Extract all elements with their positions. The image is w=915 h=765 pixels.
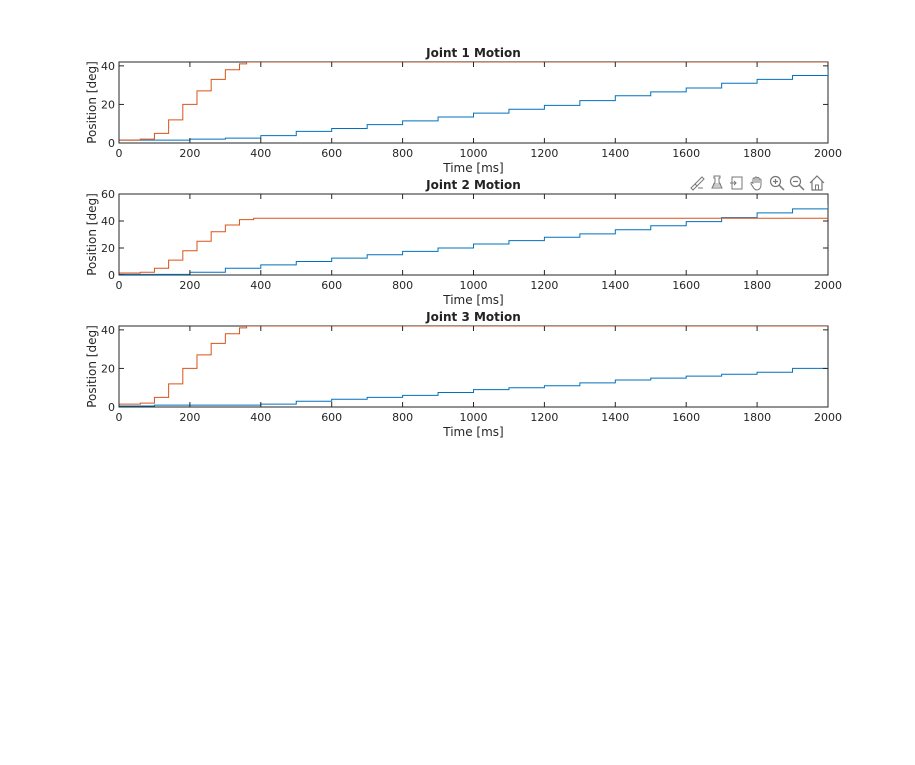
- series-line-1: [119, 366, 828, 407]
- series-line-2: [119, 326, 828, 405]
- axes-box: [118, 193, 829, 276]
- series-line-2: [119, 62, 828, 141]
- x-tick-label: 800: [392, 411, 413, 424]
- x-tick-label: 1600: [672, 411, 700, 424]
- y-axis-label: Position [deg]: [85, 193, 99, 276]
- x-tick-label: 1200: [530, 147, 558, 160]
- x-tick-label: 600: [321, 147, 342, 160]
- series-line-1: [119, 69, 828, 141]
- y-tick-label: 40: [101, 215, 115, 228]
- series-line-2: [119, 217, 828, 274]
- x-axis-label: Time [ms]: [442, 161, 504, 175]
- x-tick-label: 800: [392, 279, 413, 292]
- chart-title: Joint 3 Motion: [425, 310, 521, 324]
- y-tick-label: 0: [108, 401, 115, 414]
- axes-box: [118, 61, 829, 144]
- x-tick-label: 200: [179, 279, 200, 292]
- x-tick-label: 600: [321, 411, 342, 424]
- y-tick-label: 20: [101, 362, 115, 375]
- x-tick-label: 1200: [530, 279, 558, 292]
- x-tick-label: 1600: [672, 147, 700, 160]
- data-cursor-icon[interactable]: [708, 173, 726, 193]
- y-tick-label: 0: [108, 269, 115, 282]
- y-axis-label: Position [deg]: [85, 61, 99, 144]
- x-tick-label: 400: [250, 279, 271, 292]
- x-tick-label: 1200: [530, 411, 558, 424]
- home-icon[interactable]: [808, 173, 826, 193]
- x-tick-label: 1600: [672, 279, 700, 292]
- x-tick-label: 1400: [601, 279, 629, 292]
- axes-toolbar: [688, 173, 826, 193]
- x-tick-label: 1000: [460, 279, 488, 292]
- x-tick-label: 2000: [814, 279, 842, 292]
- zoom-out-icon[interactable]: [788, 173, 806, 193]
- x-tick-label: 0: [116, 279, 123, 292]
- zoom-in-icon[interactable]: [768, 173, 786, 193]
- x-tick-label: 1400: [601, 147, 629, 160]
- chart-title: Joint 1 Motion: [425, 46, 521, 60]
- x-tick-label: 1400: [601, 411, 629, 424]
- y-axis-label: Position [deg]: [85, 325, 99, 408]
- x-tick-label: 2000: [814, 147, 842, 160]
- x-tick-label: 1800: [743, 147, 771, 160]
- x-tick-label: 200: [179, 411, 200, 424]
- x-tick-label: 200: [179, 147, 200, 160]
- x-axis-label: Time [ms]: [442, 425, 504, 439]
- pan-hand-icon[interactable]: [748, 173, 766, 193]
- chart-2: 0 200 400 600 800 1000 1200 1400 1600 1800 2000 0 20…: [85, 178, 842, 307]
- x-tick-label: 1800: [743, 279, 771, 292]
- series-line-1: [119, 204, 828, 275]
- x-tick-label: 1000: [460, 147, 488, 160]
- chart-title: Joint 2 Motion: [425, 178, 521, 192]
- y-tick-label: 20: [101, 98, 115, 111]
- restore-view-icon[interactable]: [728, 173, 746, 193]
- chart-1: 0 200 400 600 800 1000 1200 1400 1600 1800 2000 0 20…: [85, 46, 842, 175]
- y-tick-label: 40: [101, 60, 115, 73]
- x-tick-label: 600: [321, 279, 342, 292]
- brush-icon[interactable]: [688, 173, 706, 193]
- y-tick-label: 0: [108, 137, 115, 150]
- chart-3: 0 200 400 600 800 1000 1200 1400 1600 1800 2000 0 20…: [85, 310, 842, 439]
- x-tick-label: 0: [116, 147, 123, 160]
- y-tick-label: 40: [101, 324, 115, 337]
- x-tick-label: 0: [116, 411, 123, 424]
- x-tick-label: 800: [392, 147, 413, 160]
- y-tick-label: 60: [101, 188, 115, 201]
- x-tick-label: 400: [250, 147, 271, 160]
- x-axis-label: Time [ms]: [442, 293, 504, 307]
- x-tick-label: 2000: [814, 411, 842, 424]
- x-tick-label: 1000: [460, 411, 488, 424]
- x-tick-label: 400: [250, 411, 271, 424]
- x-tick-label: 1800: [743, 411, 771, 424]
- y-tick-label: 20: [101, 242, 115, 255]
